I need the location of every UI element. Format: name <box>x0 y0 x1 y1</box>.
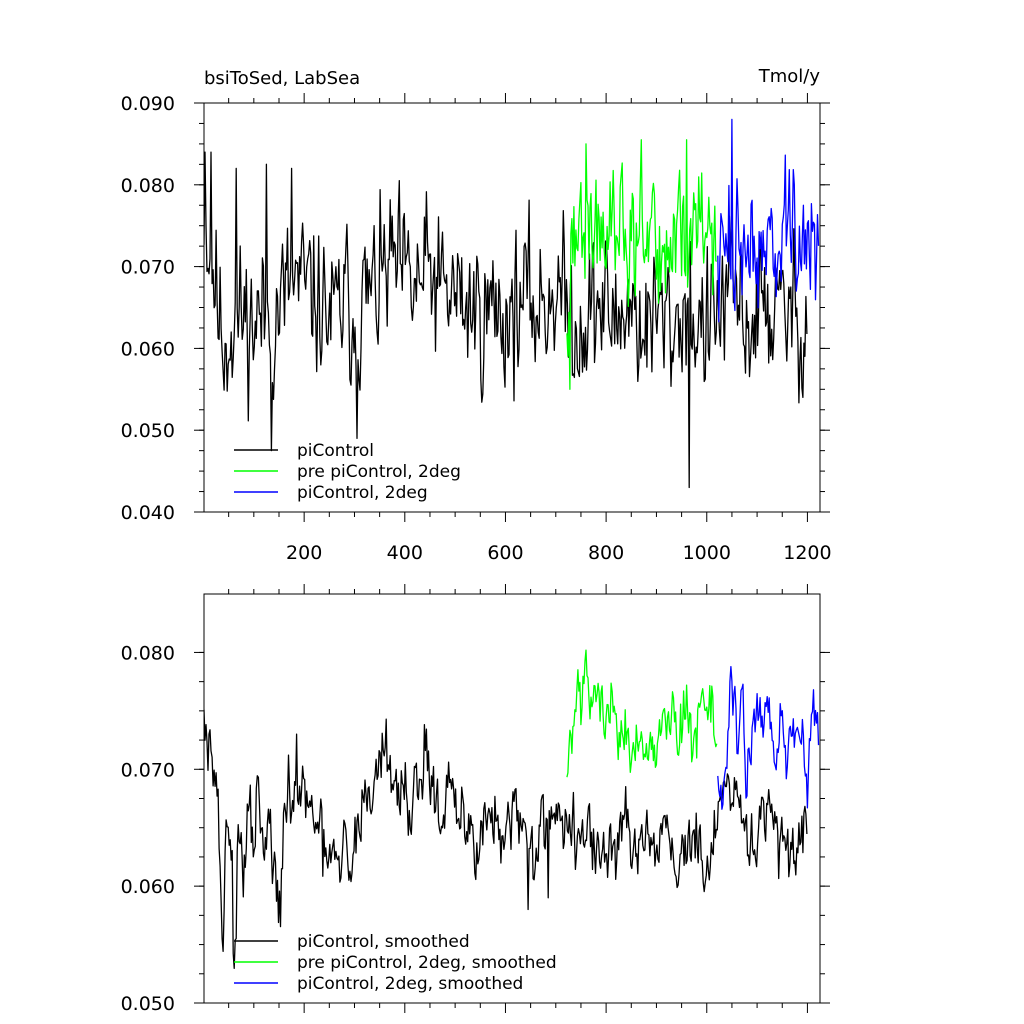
y-tick-label: 0.070 <box>121 759 175 781</box>
y-tick-label: 0.050 <box>121 993 175 1015</box>
y-tick-label: 0.050 <box>121 420 175 442</box>
legend-label: pre piControl, 2deg, smoothed <box>297 953 557 973</box>
chart-title: bsiToSed, LabSea <box>204 68 360 89</box>
y-tick-label: 0.080 <box>121 642 175 664</box>
y-tick-label: 0.060 <box>121 338 175 360</box>
y-tick-label: 0.080 <box>121 175 175 197</box>
legend-label: piControl, smoothed <box>297 932 470 952</box>
series-line <box>566 649 718 778</box>
y-tick-label: 0.070 <box>121 257 175 279</box>
x-tick-label: 400 <box>387 542 423 564</box>
chart-units: Tmol/y <box>758 66 821 87</box>
series-line <box>717 665 820 810</box>
x-tick-label: 600 <box>487 542 523 564</box>
series-line <box>204 151 808 489</box>
x-tick-label: 1200 <box>783 542 831 564</box>
x-tick-label: 1000 <box>683 542 731 564</box>
x-tick-label: 200 <box>286 542 322 564</box>
legend-label: piControl <box>297 441 374 461</box>
x-tick-label: 800 <box>588 542 624 564</box>
top-panel: bsiToSed, LabSea Tmol/y 200 400 600 800 1000… <box>121 66 832 564</box>
series-line <box>204 709 808 969</box>
legend-label: pre piControl, 2deg <box>297 462 461 482</box>
y-tick-label: 0.040 <box>121 502 175 524</box>
legend-label: piControl, 2deg, smoothed <box>297 974 523 994</box>
y-tick-label: 0.090 <box>121 93 175 115</box>
series-line <box>566 139 718 390</box>
y-tick-label: 0.060 <box>121 876 175 898</box>
series-line <box>717 118 820 323</box>
legend-label: piControl, 2deg <box>297 483 428 503</box>
